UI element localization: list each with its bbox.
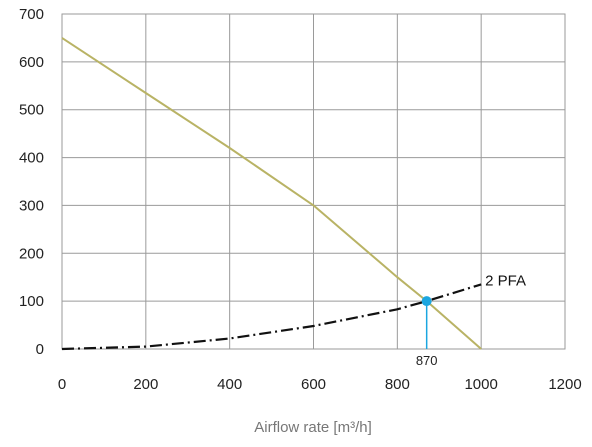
y-tick-label-400: 400 [19, 150, 44, 167]
series-lines: 2 PFA [61, 37, 526, 351]
y-tick-label-0: 0 [36, 341, 44, 358]
y-tick-label-200: 200 [19, 245, 44, 262]
series-label: 2 PFA [485, 272, 526, 289]
x-axis-title: Airflow rate [m³/h] [254, 419, 372, 436]
operating-point-label: 870 [416, 353, 438, 368]
y-tick-label-300: 300 [19, 197, 44, 214]
x-tick-label-0: 0 [58, 376, 66, 393]
tick-labels: 0 200 400 600 800 1000 1200 0 100 200 300 400 500 600… [19, 6, 582, 393]
x-tick-label-1200: 1200 [548, 376, 581, 393]
grid [61, 13, 566, 350]
y-tick-label-500: 500 [19, 102, 44, 119]
y-tick-label-600: 600 [19, 54, 44, 71]
operating-point-marker [421, 296, 432, 307]
y-tick-label-100: 100 [19, 293, 44, 310]
x-tick-label-400: 400 [217, 376, 242, 393]
x-tick-label-1000: 1000 [464, 376, 497, 393]
x-tick-label-800: 800 [385, 376, 410, 393]
operating-point-group: 870 [416, 296, 438, 368]
x-tick-label-600: 600 [301, 376, 326, 393]
x-tick-label-200: 200 [133, 376, 158, 393]
y-tick-label-700: 700 [19, 6, 44, 23]
